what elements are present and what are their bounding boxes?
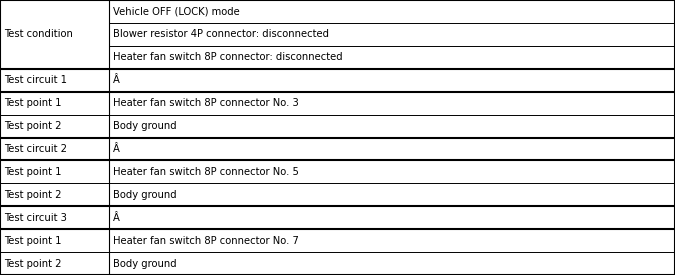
Text: Heater fan switch 8P connector No. 3: Heater fan switch 8P connector No. 3 <box>113 98 299 108</box>
Text: Body ground: Body ground <box>113 258 177 269</box>
Text: Test point 1: Test point 1 <box>4 236 61 246</box>
Text: Test point 1: Test point 1 <box>4 98 61 108</box>
Text: Â: Â <box>113 75 120 85</box>
Text: Blower resistor 4P connector: disconnected: Blower resistor 4P connector: disconnect… <box>113 29 329 39</box>
Text: Â: Â <box>113 144 120 154</box>
Text: Heater fan switch 8P connector: disconnected: Heater fan switch 8P connector: disconne… <box>113 52 343 62</box>
Text: Test point 2: Test point 2 <box>4 258 61 269</box>
Text: Test condition: Test condition <box>4 29 73 39</box>
Text: Â: Â <box>113 213 120 223</box>
Text: Body ground: Body ground <box>113 190 177 200</box>
Text: Test point 2: Test point 2 <box>4 121 61 131</box>
Text: Test circuit 2: Test circuit 2 <box>4 144 67 154</box>
Text: Test point 2: Test point 2 <box>4 190 61 200</box>
Text: Test circuit 1: Test circuit 1 <box>4 75 67 85</box>
Text: Body ground: Body ground <box>113 121 177 131</box>
Text: Test circuit 3: Test circuit 3 <box>4 213 67 223</box>
Text: Test point 1: Test point 1 <box>4 167 61 177</box>
Text: Heater fan switch 8P connector No. 5: Heater fan switch 8P connector No. 5 <box>113 167 299 177</box>
Text: Vehicle OFF (LOCK) mode: Vehicle OFF (LOCK) mode <box>113 6 240 16</box>
Text: Heater fan switch 8P connector No. 7: Heater fan switch 8P connector No. 7 <box>113 236 299 246</box>
